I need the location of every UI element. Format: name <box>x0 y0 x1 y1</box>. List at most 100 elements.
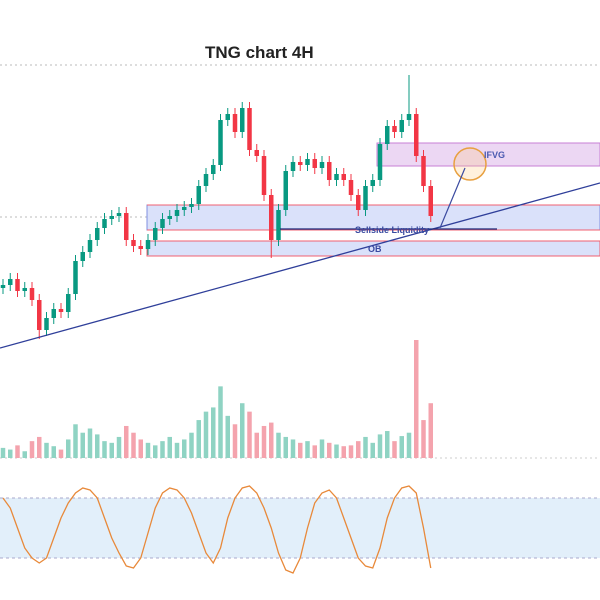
volume-bar <box>414 340 419 458</box>
annotation: OB <box>368 244 382 254</box>
volume-bar <box>138 439 143 458</box>
candle-body <box>8 279 13 285</box>
candle-body <box>298 162 303 165</box>
volume-bar <box>58 449 64 458</box>
volume-bar <box>247 411 252 458</box>
volume-bar <box>80 432 85 458</box>
volume-bar <box>44 442 49 458</box>
candle-body <box>182 207 187 210</box>
volume-bar <box>102 441 107 458</box>
candle-body <box>95 228 100 240</box>
volume-bar <box>305 441 310 458</box>
candle-body <box>138 246 143 249</box>
ifvg-zone <box>376 142 600 167</box>
volume-bar <box>174 442 180 458</box>
volume-bar <box>261 425 267 458</box>
candle-body <box>22 288 27 291</box>
volume-bar <box>87 428 93 458</box>
candle-body <box>341 174 346 180</box>
trendline <box>0 182 600 349</box>
candle-body <box>124 213 129 240</box>
volume-bar <box>377 434 383 458</box>
candle-body <box>174 210 180 216</box>
candle-body <box>312 159 317 168</box>
stoch-line <box>2 485 432 574</box>
candle-body <box>247 108 252 150</box>
candle-body <box>406 114 412 120</box>
volume-bar <box>211 407 216 458</box>
candle-body <box>385 126 390 144</box>
candle-body <box>363 186 368 210</box>
volume-bar <box>290 439 296 458</box>
candle-body <box>167 216 172 219</box>
candle-body <box>232 114 238 132</box>
candle-body <box>211 165 216 174</box>
volume-bar <box>406 432 412 458</box>
volume-bar <box>8 449 13 458</box>
candle-body <box>327 162 332 180</box>
candle-body <box>131 240 136 246</box>
volume-bar <box>29 441 35 458</box>
candle-body <box>290 162 296 171</box>
candle-body <box>399 120 404 132</box>
volume-bar <box>182 439 187 458</box>
volume-bar <box>428 403 433 458</box>
candle-body <box>225 114 230 120</box>
volume-bar <box>109 442 114 458</box>
candle-body <box>428 186 433 216</box>
candle-body <box>276 210 281 240</box>
candle-body <box>0 285 6 288</box>
volume-bar <box>421 420 426 458</box>
candle-body <box>356 195 361 210</box>
volume-bar <box>356 441 361 458</box>
candle-body <box>116 213 122 216</box>
candle-body <box>421 156 426 186</box>
candle-body <box>29 288 35 300</box>
volume-bar <box>312 445 317 458</box>
candle-body <box>348 180 354 195</box>
arrow <box>439 167 466 229</box>
volume-bar <box>232 424 238 458</box>
volume-bar <box>95 434 100 458</box>
volume-bar <box>370 442 375 458</box>
liquidity-zone <box>146 204 600 231</box>
candle-body <box>189 204 194 207</box>
candle-body <box>283 171 288 210</box>
volume-bar <box>327 442 332 458</box>
volume-bar <box>254 432 259 458</box>
volume-bar <box>116 436 122 458</box>
annotation: Sellside Liquidity <box>355 225 429 235</box>
volume-bar <box>0 447 6 458</box>
marks <box>0 75 600 574</box>
volume-bar <box>399 436 404 458</box>
annotation: IFVG <box>484 150 505 160</box>
volume-bar <box>51 446 56 458</box>
candle-body <box>218 120 223 165</box>
candle-body <box>66 294 71 312</box>
volume-bar <box>153 445 158 458</box>
candle-body <box>80 252 85 261</box>
volume-bar <box>269 422 274 458</box>
volume-bar <box>392 441 397 458</box>
candle-body <box>51 309 56 318</box>
candle-body <box>15 279 20 291</box>
volume-bar <box>66 439 71 458</box>
candle-body <box>73 261 78 294</box>
candle-body <box>153 228 158 240</box>
volume-bar <box>319 439 325 458</box>
volume-bar <box>73 424 78 458</box>
candle-body <box>319 162 325 168</box>
volume-bar <box>385 431 390 458</box>
volume-bar <box>160 441 165 458</box>
candle-body <box>305 159 310 165</box>
candle-body <box>334 174 339 180</box>
candle-body <box>44 318 49 330</box>
volume-bar <box>240 403 245 458</box>
candle-body <box>261 156 267 195</box>
volume-bar <box>283 436 288 458</box>
volume-bar <box>276 432 281 458</box>
volume-bar <box>131 432 136 458</box>
volume-bar <box>348 445 354 458</box>
volume-bar <box>15 445 20 458</box>
